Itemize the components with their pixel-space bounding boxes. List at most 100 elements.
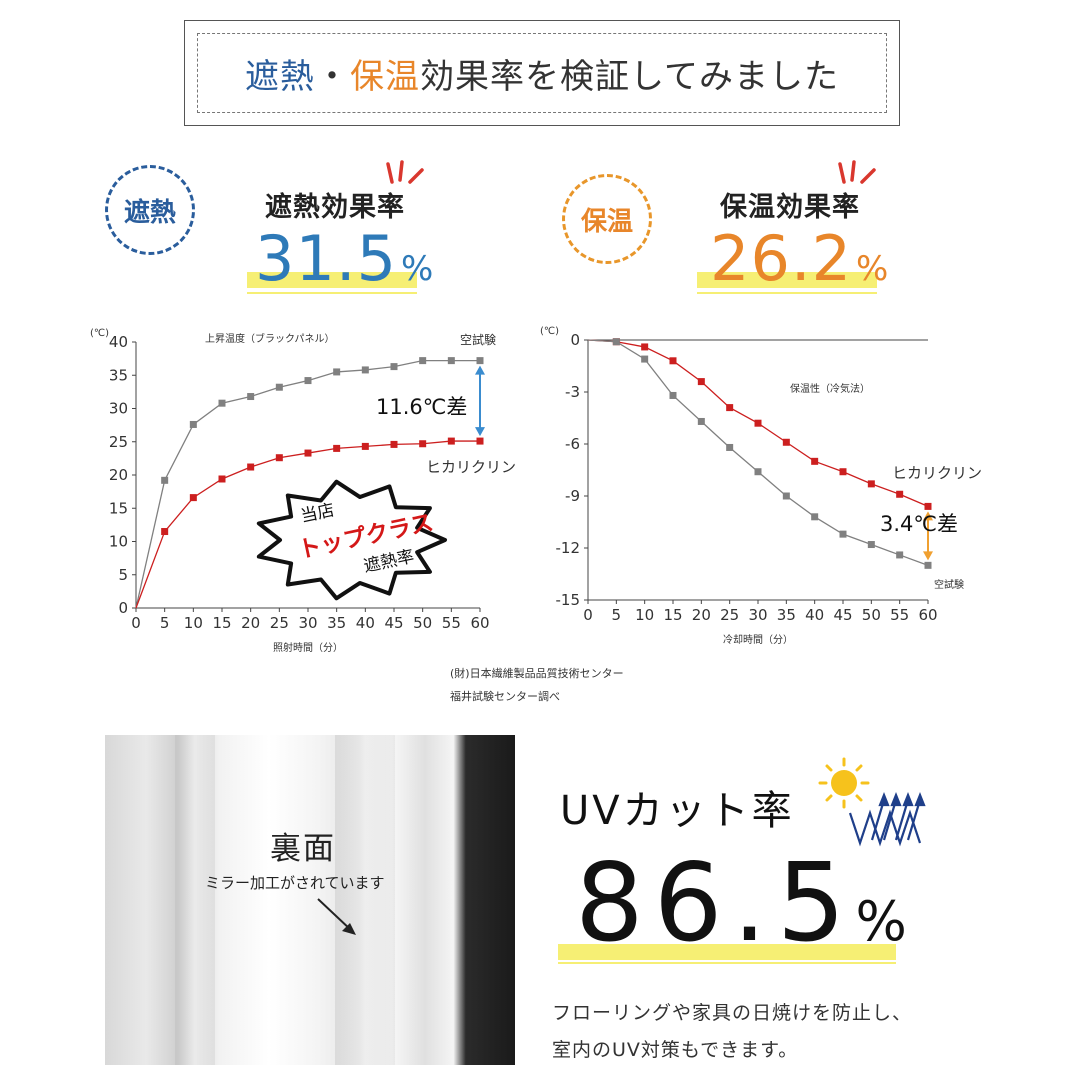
title-heat-retention: 保温: [350, 56, 420, 97]
emphasis-spark-icon: [386, 160, 424, 184]
y-tick-label: 10: [109, 533, 128, 551]
heat-retention-label: 保温効果率: [720, 192, 860, 223]
data-point-red: [361, 442, 369, 450]
x-tick-label: 5: [160, 614, 170, 632]
chart-title: 上昇温度（ブラックパネル）: [205, 332, 335, 345]
y-tick-label: -6: [565, 435, 580, 453]
photo-title: 裏面: [270, 831, 336, 867]
y-tick-label: 15: [109, 499, 128, 517]
x-tick-label: 55: [890, 606, 909, 624]
y-tick-label: 25: [109, 433, 128, 451]
curtain-fold: [175, 735, 215, 1065]
data-point-gray: [697, 417, 705, 425]
data-point-red: [754, 419, 762, 427]
x-tick-label: 10: [635, 606, 654, 624]
heat-retention-number: 26.2: [710, 222, 853, 295]
data-point-red: [811, 457, 819, 465]
x-tick-label: 50: [862, 606, 881, 624]
heat-shield-highlight: [247, 272, 417, 288]
data-point-gray: [161, 476, 169, 484]
y-axis-unit: (℃): [90, 328, 109, 339]
source-line-1: (財)日本繊維製品品質技術センター: [450, 667, 624, 680]
x-tick-label: 35: [777, 606, 796, 624]
photo-subtitle: ミラー加工がされています: [205, 874, 385, 892]
data-point-gray: [726, 443, 734, 451]
heat-retention-value: 26.2%: [710, 222, 889, 295]
data-point-gray: [189, 420, 197, 428]
data-point-gray: [447, 357, 455, 365]
data-point-gray: [839, 530, 847, 538]
arrow-down-right-icon: [317, 898, 356, 935]
heat-shield-value: 31.5%: [255, 222, 434, 295]
data-point-gray: [924, 561, 932, 569]
data-point-gray: [419, 357, 427, 365]
uv-description-line-2: 室内のUV対策もできます。: [552, 1039, 799, 1061]
data-point-red: [896, 490, 904, 498]
curtain-back-photo: 裏面 ミラー加工がされています: [105, 735, 515, 1065]
data-point-red: [419, 440, 427, 448]
heat-shield-badge: 遮熱: [105, 165, 195, 255]
y-tick-label: 40: [109, 333, 128, 351]
x-tick-label: 0: [131, 614, 141, 632]
series-line-gray: [587, 339, 929, 566]
heat-shield-chart: 0 5 10 15 20 25 30 35 40 0 5 10 15 20 25 30 35 40 45 50 55 60…: [90, 328, 516, 654]
y-tick-label: 20: [109, 466, 128, 484]
y-tick-label: -9: [565, 487, 580, 505]
y-tick-label: -15: [556, 591, 581, 609]
x-tick-label: 5: [612, 606, 622, 624]
sun-uv-icon: [818, 757, 926, 847]
header-title: 遮熱 ・ 保温 効果率を検証してみました: [197, 33, 887, 113]
x-tick-label: 60: [918, 606, 937, 624]
chart-title: 保温性（冷気法）: [790, 382, 870, 395]
y-tick-label: 0: [118, 599, 128, 617]
heat-shield-label: 遮熱効果率: [265, 192, 405, 223]
data-point-gray: [867, 541, 875, 549]
x-tick-label: 35: [327, 614, 346, 632]
x-tick-label: 40: [356, 614, 375, 632]
emphasis-spark-icon: [838, 160, 876, 184]
data-point-red: [476, 437, 484, 445]
data-point-red: [867, 480, 875, 488]
x-axis-label: 冷却時間（分）: [723, 633, 793, 646]
x-tick-label: 25: [270, 614, 289, 632]
uv-cut-unit: %: [855, 890, 907, 953]
data-point-gray: [390, 363, 398, 371]
x-tick-label: 15: [212, 614, 231, 632]
data-point-gray: [476, 357, 484, 365]
x-tick-label: 20: [241, 614, 260, 632]
data-point-red: [782, 438, 790, 446]
series-label: 空試験: [460, 332, 496, 347]
heat-retention-highlight-line: [697, 292, 877, 294]
x-tick-label: 15: [663, 606, 682, 624]
title-rest: 効果率を検証してみました: [420, 56, 839, 97]
data-point-gray: [218, 399, 226, 407]
x-tick-label: 30: [748, 606, 767, 624]
data-point-gray: [612, 338, 620, 346]
data-point-red: [247, 463, 255, 471]
source-line-2: 福井試験センター調べ: [450, 690, 560, 703]
arrow-head: [475, 365, 485, 375]
data-point-gray: [811, 513, 819, 521]
x-tick-label: 0: [583, 606, 593, 624]
x-tick-label: 45: [833, 606, 852, 624]
x-axis-label: 照射時間（分）: [273, 642, 343, 654]
arrow-head: [475, 427, 485, 437]
curtain-fold: [335, 735, 395, 1065]
data-point-red: [390, 440, 398, 448]
x-tick-label: 55: [442, 614, 461, 632]
x-tick-label: 40: [805, 606, 824, 624]
y-tick-label: -3: [565, 383, 580, 401]
x-tick-label: 50: [413, 614, 432, 632]
title-separator: ・: [315, 56, 350, 97]
data-point-gray: [896, 551, 904, 559]
data-point-gray: [333, 368, 341, 376]
uv-cut-title: UVカット率: [560, 788, 795, 834]
difference-annotation: 11.6℃差: [376, 395, 467, 419]
data-point-gray: [247, 393, 255, 401]
arrow-head: [923, 551, 933, 561]
y-tick-label: 0: [570, 331, 580, 349]
y-tick-label: 30: [109, 400, 128, 418]
uv-cut-value: 86.5%: [575, 850, 907, 958]
heat-retention-chart: 0-3-6-9-12-150 5 10 15 20 25 30 35 40 45 50 55 60(℃)…: [540, 326, 982, 646]
heat-retention-badge: 保温: [562, 174, 652, 264]
